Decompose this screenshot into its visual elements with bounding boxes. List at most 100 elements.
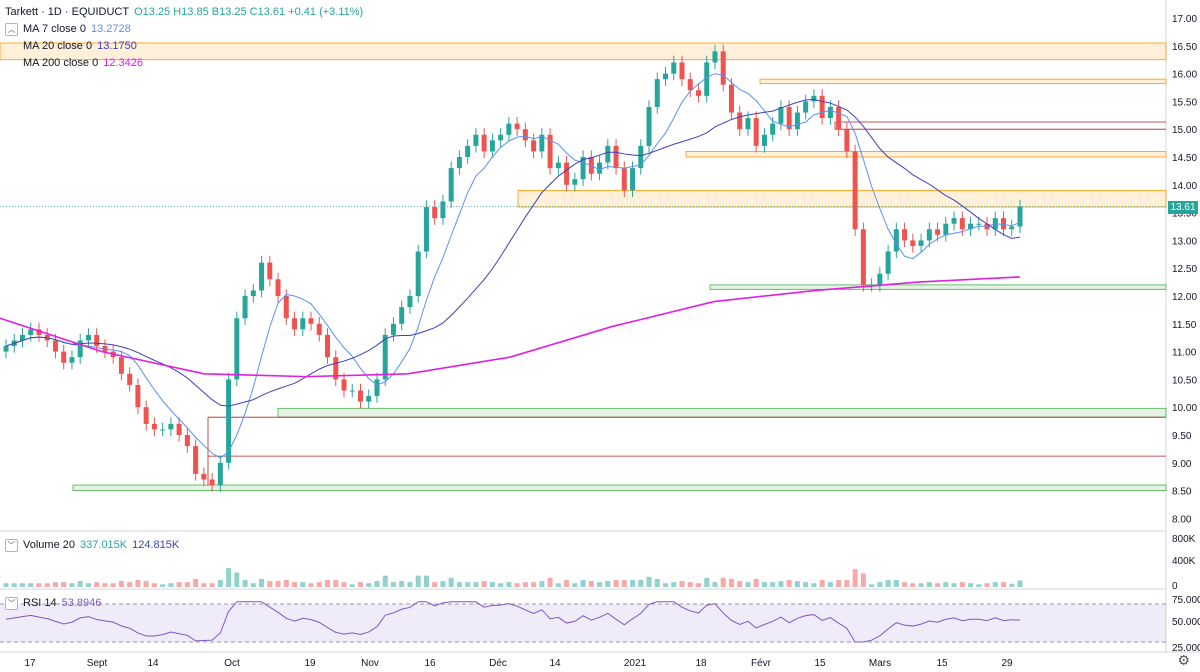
- volume-bar: [663, 583, 669, 587]
- candle-body: [844, 129, 850, 152]
- candle-body: [52, 340, 58, 352]
- volume-bar: [786, 579, 792, 587]
- candle-body: [94, 334, 100, 347]
- volume-bar: [654, 578, 660, 587]
- ma20-value: 13.1750: [97, 40, 137, 52]
- volume-bar: [778, 581, 784, 587]
- price-tick-label: 8.00: [1172, 514, 1192, 525]
- symbol-legend: Tarkett · 1D · EQUIDUCT O13.25 H13.85 B1…: [5, 5, 363, 22]
- time-tick-label: 19: [304, 658, 316, 669]
- price-pane: [0, 0, 1166, 530]
- candle-body: [893, 229, 899, 252]
- price-zone: [72, 484, 1167, 492]
- candle-body: [143, 407, 149, 424]
- volume-bar: [349, 584, 355, 587]
- candle-body: [308, 318, 314, 324]
- volume-bar: [357, 582, 363, 587]
- time-tick-label: 17: [24, 658, 36, 669]
- chevron-down-icon[interactable]: ﹀: [5, 538, 18, 552]
- volume-tick-label: 800K: [1172, 534, 1196, 545]
- volume-bar: [3, 583, 9, 587]
- candle-body: [399, 307, 405, 324]
- candle-body: [19, 334, 25, 341]
- candle-body: [366, 396, 372, 402]
- price-tick-label: 12.00: [1172, 292, 1197, 303]
- candle-body: [407, 296, 413, 308]
- volume-bar: [440, 581, 446, 587]
- volume-bar: [201, 583, 207, 587]
- candle-body: [671, 62, 677, 74]
- candle-body: [61, 351, 67, 363]
- candle-body: [638, 145, 644, 169]
- volume-bar: [959, 582, 965, 587]
- volume-label: Volume 20: [23, 539, 75, 551]
- candle-body: [745, 118, 751, 130]
- ma7-value: 13.2728: [90, 23, 131, 35]
- ma200-label: MA 200 close 0: [23, 57, 99, 69]
- volume-bar: [193, 578, 199, 587]
- price-tick-label: 8.50: [1172, 487, 1192, 498]
- rsi-value: 53.8946: [61, 597, 102, 609]
- candle-body: [951, 218, 957, 224]
- volume-bar: [407, 582, 413, 587]
- volume-bar: [168, 583, 174, 587]
- time-tick-label: 14: [549, 658, 561, 669]
- candle-body: [663, 73, 669, 80]
- candle-body: [481, 134, 487, 152]
- candle-body: [926, 229, 932, 241]
- chevron-down-icon[interactable]: ﹀: [5, 596, 18, 610]
- gear-icon[interactable]: ⚙: [1177, 652, 1190, 668]
- volume-bar: [621, 579, 627, 587]
- volume-bar: [242, 579, 248, 587]
- volume-bar: [292, 582, 298, 587]
- volume-bar: [910, 583, 916, 587]
- ma200-legend[interactable]: MA 200 close 0 12.3426: [5, 56, 143, 70]
- time-tick-label: Sept: [87, 658, 108, 669]
- candle-body: [770, 123, 776, 135]
- candle-body: [432, 207, 438, 219]
- volume-bar: [333, 579, 339, 587]
- volume-bar: [745, 582, 751, 587]
- price-zone: [685, 151, 1167, 158]
- candle-body: [160, 429, 166, 431]
- volume-bar: [605, 581, 611, 587]
- candle-body: [465, 145, 471, 157]
- volume-bar: [184, 582, 190, 587]
- time-tick-label: 15: [814, 658, 826, 669]
- candle-body: [860, 229, 866, 285]
- candle-body: [390, 323, 396, 335]
- volume-legend[interactable]: ﹀ Volume 20 337.015K 124.815K: [5, 538, 179, 555]
- ma7-legend[interactable]: ︿ MA 7 close 0 13.2728: [5, 22, 143, 36]
- price-tick-label: 10.50: [1172, 375, 1197, 386]
- volume-bar: [498, 583, 504, 587]
- volume-bar: [836, 579, 842, 587]
- volume-bar: [844, 579, 850, 587]
- volume-bar: [514, 583, 520, 587]
- volume-bar: [951, 583, 957, 587]
- candle-body: [687, 79, 693, 91]
- volume-bar: [456, 582, 462, 587]
- volume-bar: [860, 573, 866, 587]
- volume-bar: [827, 582, 833, 587]
- volume-bar: [44, 583, 50, 587]
- candle-body: [877, 273, 883, 285]
- time-tick-label: 14: [147, 658, 159, 669]
- time-tick-label: Févr: [751, 658, 772, 669]
- ma20-legend[interactable]: MA 20 close 0 13.1750: [5, 39, 143, 53]
- rsi-legend[interactable]: ﹀ RSI 14 53.8946: [5, 596, 101, 613]
- candle-body: [531, 140, 537, 152]
- price-tick-label: 14.00: [1172, 181, 1197, 192]
- price-tick-label: 13.50: [1172, 209, 1197, 220]
- volume-bar: [366, 583, 372, 587]
- candle-body: [654, 79, 660, 107]
- candle-body: [605, 145, 611, 163]
- candle-body: [695, 90, 701, 96]
- volume-bar: [630, 579, 636, 587]
- chevron-up-icon[interactable]: ︿: [5, 22, 18, 36]
- price-tick-label: 17.00: [1172, 14, 1197, 25]
- volume-bar: [770, 582, 776, 587]
- rsi-line: [5, 601, 1021, 643]
- volume-bar: [893, 579, 899, 587]
- volume-bar: [448, 577, 454, 587]
